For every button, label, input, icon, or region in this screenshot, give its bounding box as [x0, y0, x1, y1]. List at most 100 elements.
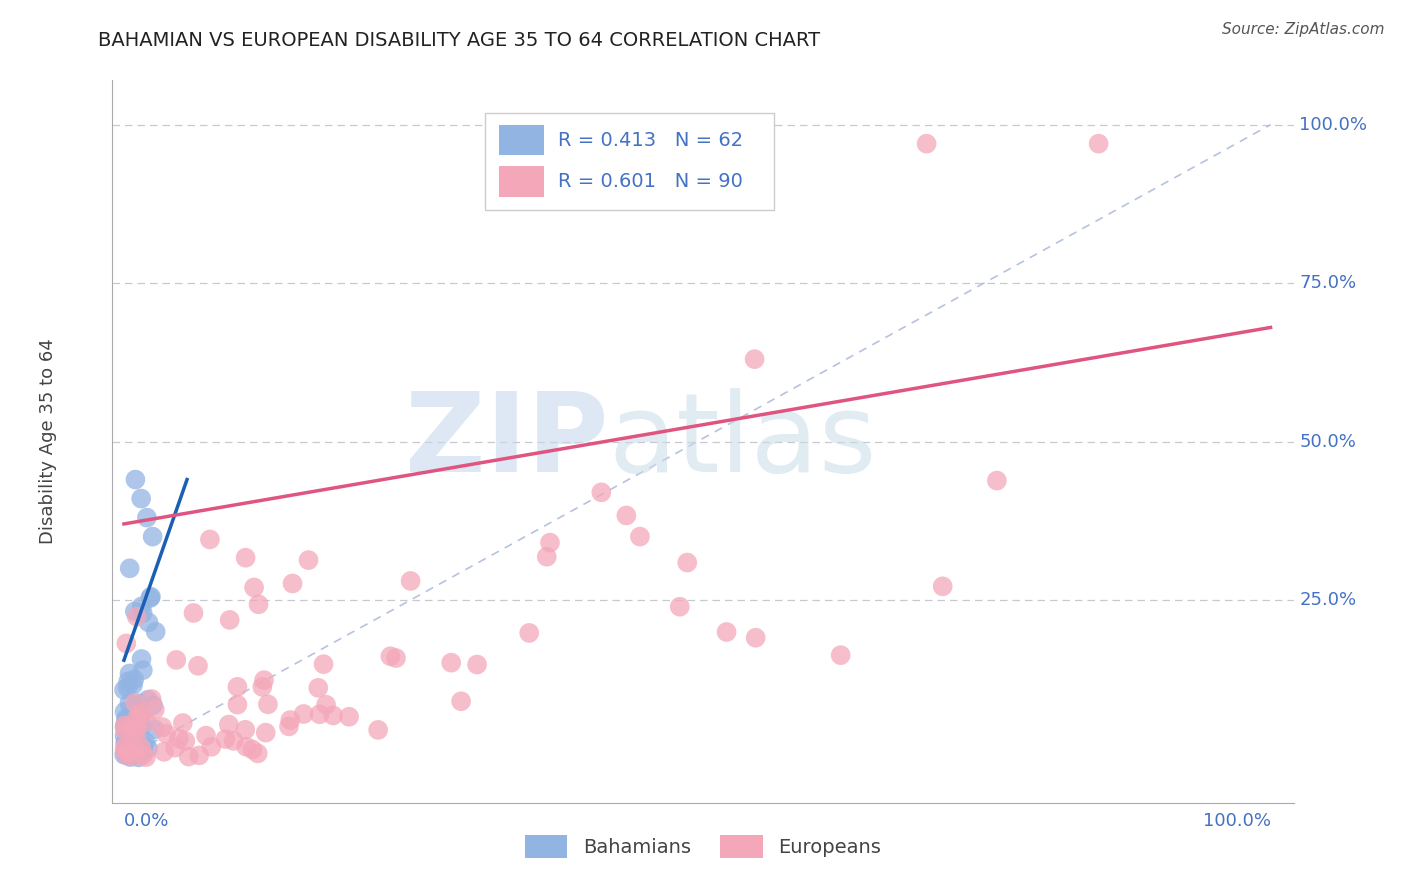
Point — [915, 136, 938, 151]
Point — [614, 508, 637, 523]
Point — [114, 720, 136, 734]
Point — [124, 473, 146, 487]
Point — [122, 742, 145, 756]
Point — [139, 591, 162, 605]
Point — [744, 352, 766, 367]
Point — [122, 722, 145, 736]
Point — [118, 696, 141, 710]
Point — [124, 711, 146, 725]
Point — [385, 651, 408, 665]
Point — [120, 735, 142, 749]
Point — [716, 625, 738, 640]
Text: Disability Age 35 to 64: Disability Age 35 to 64 — [38, 339, 56, 544]
Point — [131, 708, 153, 723]
Text: R = 0.601   N = 90: R = 0.601 N = 90 — [558, 172, 742, 191]
Point — [440, 656, 463, 670]
Point — [117, 747, 139, 761]
Point — [131, 740, 153, 755]
Point — [132, 663, 155, 677]
Point — [233, 723, 256, 737]
Point — [538, 535, 561, 549]
Point — [132, 742, 155, 756]
Point — [142, 530, 165, 544]
Point — [122, 673, 145, 687]
Point — [188, 748, 211, 763]
Point — [132, 748, 155, 763]
Point — [124, 604, 146, 618]
Point — [292, 706, 315, 721]
Point — [132, 744, 155, 758]
Point — [155, 726, 177, 740]
Point — [1087, 136, 1109, 151]
Text: Source: ZipAtlas.com: Source: ZipAtlas.com — [1222, 22, 1385, 37]
Point — [115, 747, 138, 762]
Point — [153, 745, 176, 759]
Point — [254, 725, 277, 739]
Point — [226, 680, 249, 694]
Point — [125, 609, 148, 624]
Point — [135, 510, 157, 524]
Point — [218, 717, 240, 731]
Point — [247, 597, 270, 611]
Point — [114, 742, 136, 756]
Point — [135, 750, 157, 764]
Point — [115, 736, 138, 750]
Point — [114, 705, 136, 719]
Point — [112, 747, 135, 762]
Point — [112, 682, 135, 697]
Point — [134, 734, 156, 748]
Point — [399, 574, 422, 588]
Point — [174, 734, 197, 748]
Point — [114, 723, 136, 738]
Point — [222, 734, 245, 748]
Legend: Bahamians, Europeans: Bahamians, Europeans — [517, 827, 889, 865]
Text: 100.0%: 100.0% — [1202, 813, 1271, 830]
Point — [125, 704, 148, 718]
Point — [143, 723, 166, 737]
Text: atlas: atlas — [609, 388, 877, 495]
Point — [115, 720, 138, 734]
Point — [830, 648, 852, 662]
Point — [676, 556, 699, 570]
Point — [281, 576, 304, 591]
Point — [246, 747, 269, 761]
Point — [986, 474, 1008, 488]
Point — [253, 673, 276, 687]
Point — [931, 579, 953, 593]
Point — [115, 711, 138, 725]
Point — [122, 749, 145, 764]
Point — [117, 735, 139, 749]
Text: 100.0%: 100.0% — [1299, 116, 1367, 134]
Point — [117, 723, 139, 737]
Point — [115, 742, 138, 756]
Point — [195, 729, 218, 743]
Point — [367, 723, 389, 737]
Point — [118, 717, 141, 731]
Point — [131, 718, 153, 732]
Point — [322, 708, 344, 723]
Point — [120, 747, 142, 761]
FancyBboxPatch shape — [485, 112, 773, 211]
Point — [150, 720, 173, 734]
Point — [114, 718, 136, 732]
Point — [198, 533, 221, 547]
Point — [257, 698, 280, 712]
Text: ZIP: ZIP — [405, 388, 609, 495]
Point — [243, 581, 266, 595]
Point — [115, 747, 138, 762]
Point — [122, 678, 145, 692]
Point — [165, 740, 187, 755]
Point — [128, 750, 150, 764]
Point — [136, 741, 159, 756]
Point — [517, 626, 540, 640]
Point — [167, 731, 190, 746]
Point — [129, 708, 152, 723]
Point — [118, 710, 141, 724]
Point — [136, 692, 159, 706]
Point — [214, 732, 236, 747]
Point — [131, 599, 153, 614]
Text: 25.0%: 25.0% — [1299, 591, 1357, 609]
Bar — [499, 166, 544, 196]
Point — [177, 749, 200, 764]
Point — [278, 719, 301, 733]
